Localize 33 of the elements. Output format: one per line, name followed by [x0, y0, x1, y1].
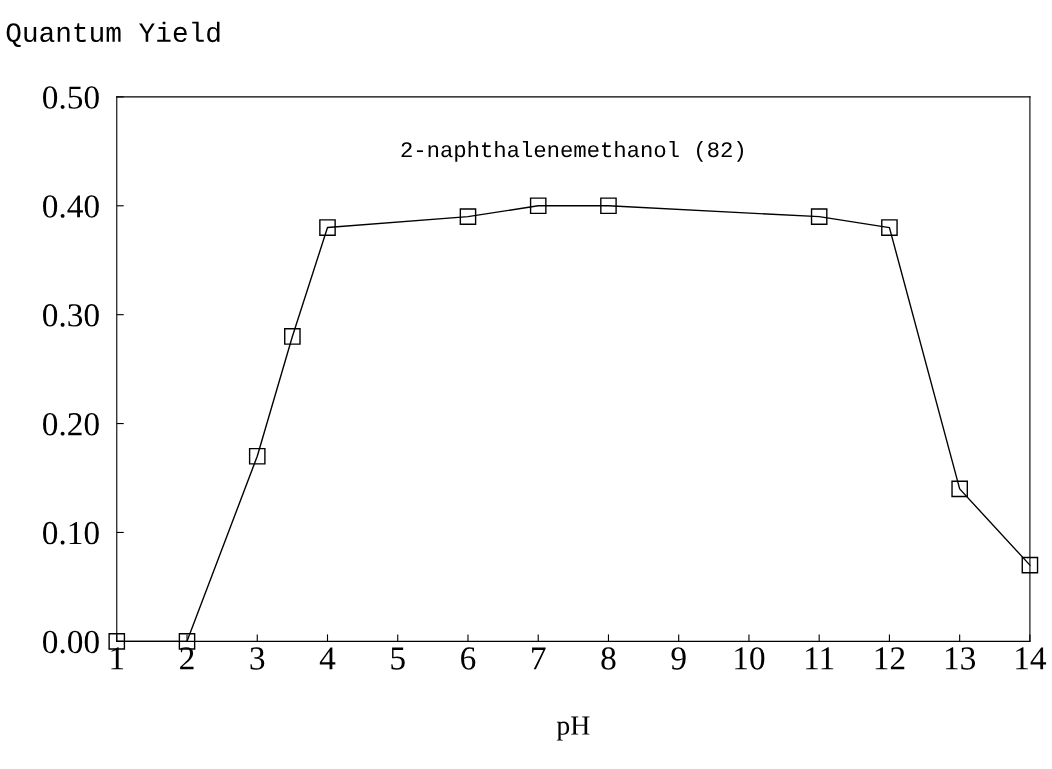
x-tick-label: 7: [532, 647, 546, 670]
y-axis-title: Quantum Yield: [6, 21, 220, 48]
point: [284, 328, 301, 345]
x-tick-label: 14: [1016, 647, 1047, 670]
annotation: 2-naphthalenemethanol (82): [401, 140, 743, 162]
x-tick-label: 4: [319, 647, 336, 670]
x-tick-label: 13: [945, 647, 976, 670]
point: [951, 480, 969, 498]
x-tick-label: 11: [806, 647, 834, 670]
x-tick-label: 2: [180, 647, 194, 670]
point: [810, 208, 828, 226]
x-tick-label: 8: [601, 647, 616, 670]
y-tick-label: 0.10: [43, 521, 99, 545]
x-tick-label: 12: [875, 647, 905, 670]
x-tick-label: 10: [735, 647, 765, 670]
y-tick-label: 0.30: [43, 304, 99, 327]
x-tick-label: 3: [250, 647, 265, 670]
point: [529, 197, 547, 215]
x-axis-title: pH: [556, 716, 590, 741]
point: [881, 219, 898, 236]
x-tick-label: 9: [671, 647, 686, 670]
point: [248, 447, 266, 465]
y-tick-label: 0.00: [43, 630, 99, 654]
y-tick-label: 0.40: [43, 195, 99, 218]
point: [1021, 556, 1039, 574]
y-tick-label: 0.20: [43, 412, 99, 436]
y-tick-label: 0.50: [43, 86, 99, 109]
x-tick-label: 6: [461, 647, 476, 670]
point: [600, 197, 617, 215]
point: [319, 219, 336, 236]
x-tick-label: 1: [111, 647, 124, 670]
x-tick-label: 5: [391, 647, 405, 670]
point: [459, 208, 477, 226]
